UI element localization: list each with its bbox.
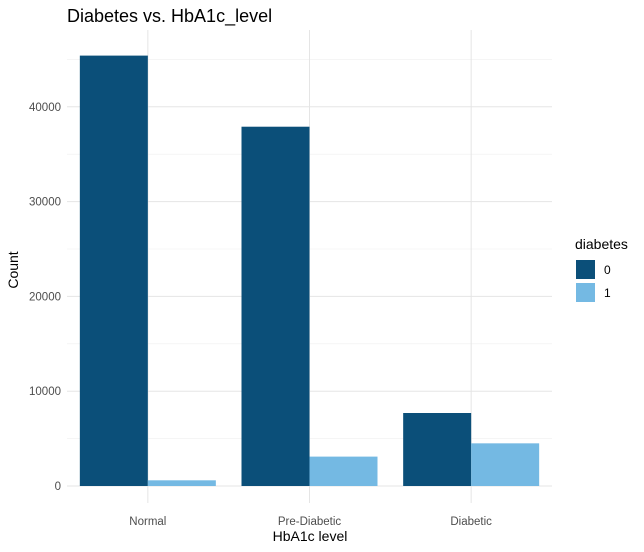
legend: diabetes 0 1 bbox=[575, 236, 628, 302]
legend-title: diabetes bbox=[575, 236, 628, 252]
y-tick-label: 0 bbox=[55, 481, 61, 493]
x-tick-label: Pre-Diabetic bbox=[278, 516, 342, 528]
bar-diabetic-diabetes-1 bbox=[471, 443, 540, 486]
x-tick-label: Normal bbox=[129, 516, 166, 528]
bar-pre-diabetic-diabetes-1 bbox=[309, 456, 378, 486]
bar-normal-diabetes-1 bbox=[147, 480, 216, 486]
y-axis-title: Count bbox=[5, 251, 21, 288]
legend-swatch-1 bbox=[576, 283, 595, 302]
x-axis: Normal Pre-Diabetic Diabetic bbox=[129, 516, 492, 528]
x-axis-title: HbA1c level bbox=[273, 528, 348, 544]
bars bbox=[79, 55, 540, 486]
legend-label: 1 bbox=[604, 286, 611, 300]
y-tick-label: 20000 bbox=[29, 291, 61, 303]
bar-pre-diabetic-diabetes-0 bbox=[241, 126, 310, 486]
y-tick-label: 10000 bbox=[29, 386, 61, 398]
y-tick-label: 40000 bbox=[29, 102, 61, 114]
y-axis: 0 10000 20000 30000 40000 bbox=[29, 102, 61, 493]
legend-label: 0 bbox=[604, 263, 611, 277]
bar-normal-diabetes-0 bbox=[79, 55, 148, 486]
chart-title: Diabetes vs. HbA1c_level bbox=[67, 6, 272, 27]
legend-swatch-0 bbox=[576, 260, 595, 279]
y-tick-label: 30000 bbox=[29, 197, 61, 209]
bar-diabetic-diabetes-0 bbox=[403, 413, 472, 486]
x-tick-label: Diabetic bbox=[450, 516, 492, 528]
